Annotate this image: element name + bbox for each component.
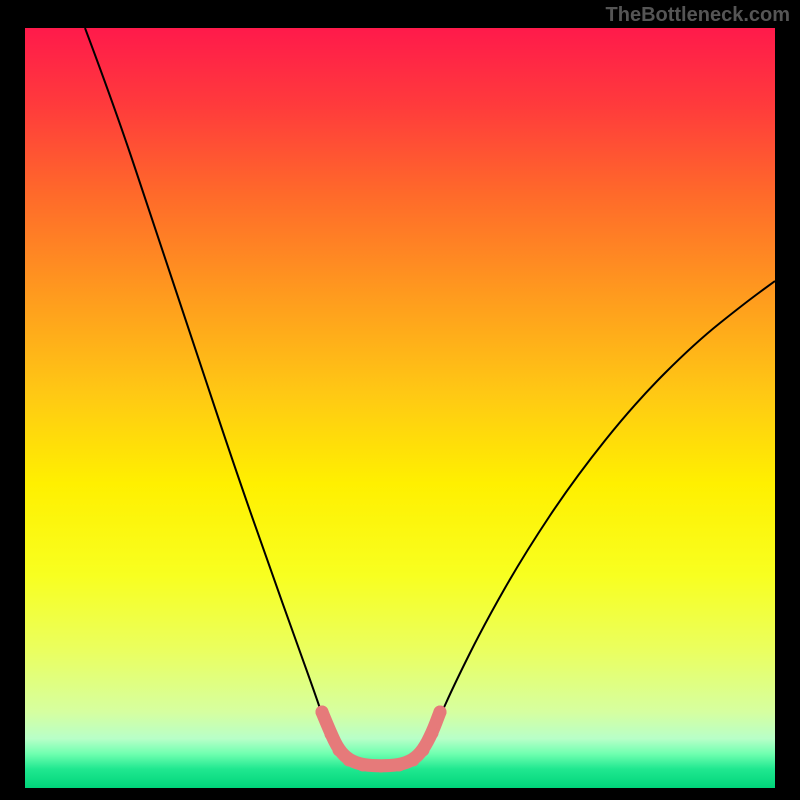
highlight-dot <box>426 727 439 740</box>
highlight-dot <box>375 760 388 773</box>
highlight-dot <box>434 706 447 719</box>
highlight-dot <box>325 728 338 741</box>
highlight-dot <box>333 744 346 757</box>
bottleneck-chart <box>25 28 775 788</box>
watermark-text: TheBottleneck.com <box>606 4 790 27</box>
chart-container: TheBottleneck.com <box>0 0 800 800</box>
highlight-dot <box>316 706 329 719</box>
highlight-dot <box>357 759 370 772</box>
highlight-dot <box>393 759 406 772</box>
highlight-dot <box>417 744 430 757</box>
highlight-dot <box>407 754 420 767</box>
highlight-dot <box>343 754 356 767</box>
